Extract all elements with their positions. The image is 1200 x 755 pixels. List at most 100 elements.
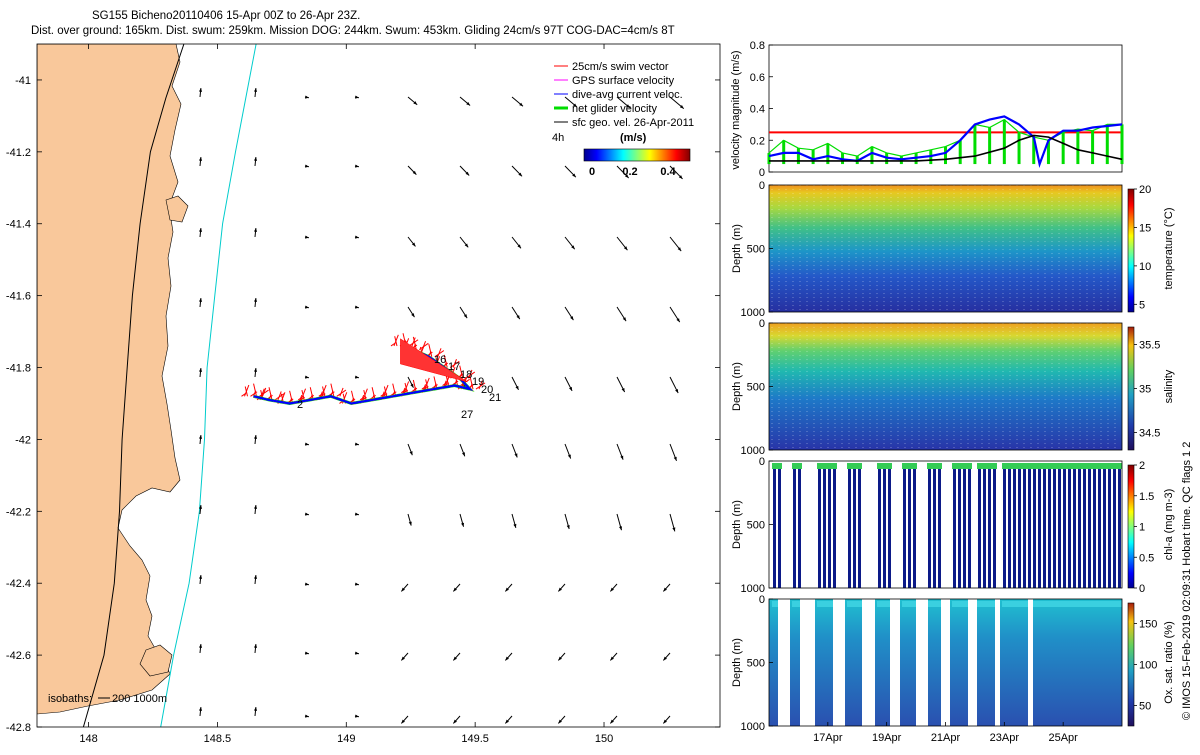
geo-velocity-arrow bbox=[564, 165, 577, 178]
profile-field bbox=[769, 323, 1122, 450]
geo-velocity-arrow bbox=[669, 236, 682, 252]
geo-velocity-arrow bbox=[253, 367, 258, 378]
map-y-tick-label-7: -42.4 bbox=[6, 578, 31, 590]
swim-vector bbox=[459, 365, 464, 379]
swim-vector bbox=[268, 387, 273, 400]
footer-note: © IMOS 15-Feb-2019 02:09:31 Hobart time.… bbox=[1181, 442, 1193, 720]
geo-velocity-arrow bbox=[198, 434, 203, 445]
figure-subtitle: Dist. over ground: 165km. Dist. swum: 25… bbox=[31, 25, 675, 37]
map-y-tick-label-3: -41.6 bbox=[6, 291, 31, 303]
colorbar-title: (m/s) bbox=[620, 132, 647, 144]
date-tick-label: 25Apr bbox=[1048, 732, 1078, 744]
geo-velocity-arrow bbox=[304, 164, 310, 168]
depth-tick-label: 1000 bbox=[741, 445, 765, 457]
geo-velocity-arrow bbox=[253, 643, 258, 654]
svg-text:16: 16 bbox=[434, 354, 446, 366]
geo-velocity-arrow bbox=[304, 582, 310, 586]
map-y-ticks: -41 -41.2 -41.4 -41.6 -41.8 -42 -42.2 -42.4 -42.… bbox=[6, 75, 720, 734]
profile-colorbar bbox=[1127, 602, 1135, 727]
geo-velocity-arrow bbox=[407, 306, 415, 318]
swim-vector bbox=[383, 386, 388, 397]
geo-velocity-arrow bbox=[253, 706, 258, 717]
depth-tick-label: 500 bbox=[747, 244, 765, 256]
geo-velocity-arrow bbox=[198, 227, 203, 238]
swim-vector bbox=[392, 383, 397, 397]
geo-velocity-arrow bbox=[557, 652, 566, 661]
geo-velocity-arrow bbox=[616, 306, 627, 322]
geo-velocity-arrow bbox=[616, 236, 628, 251]
geo-velocity-arrow bbox=[407, 96, 418, 106]
geo-velocity-arrow bbox=[354, 651, 360, 655]
swim-vector bbox=[469, 376, 474, 390]
map-x-tick-label-2: 149 bbox=[337, 733, 355, 745]
geo-velocity-arrow bbox=[304, 305, 310, 309]
colorbar-tick-label: 10 bbox=[1139, 261, 1151, 273]
profile-panel-oxygen-saturation: 0 500 1000 Depth (m) 50 100 150 Ox. sat. ratio … bbox=[731, 594, 1175, 744]
geo-velocity-arrow bbox=[459, 236, 469, 248]
profile-panel-salinity: 0 500 1000 Depth (m) 34.5 35 35.5 salinity bbox=[731, 318, 1175, 457]
geo-velocity-arrow bbox=[198, 367, 203, 378]
geo-velocity-arrow bbox=[198, 87, 203, 98]
swim-vector bbox=[262, 387, 267, 397]
geo-velocity-arrow bbox=[609, 715, 618, 724]
swim-vector bbox=[433, 376, 438, 390]
profile-panel-chl-a: 0 500 1000 Depth (m) 0 0.5 1 1.5 2 chl-a (mg m-3) bbox=[731, 456, 1175, 595]
svg-text:25cm/s swim vector: 25cm/s swim vector bbox=[572, 61, 669, 73]
swim-vector bbox=[394, 336, 398, 347]
geo-velocity-arrow bbox=[400, 583, 409, 592]
geo-velocity-arrow bbox=[557, 715, 566, 724]
geo-velocity-arrow bbox=[198, 643, 203, 654]
swim-vector bbox=[309, 387, 314, 400]
geo-velocity-arrow bbox=[459, 513, 465, 527]
glider-track bbox=[241, 333, 486, 406]
depth-tick-label: 0 bbox=[759, 318, 765, 330]
track-labels: 16 17 18 19 20 21 2 27 bbox=[297, 354, 501, 421]
svg-text:net glider velocity: net glider velocity bbox=[572, 103, 657, 115]
colorbar-tick-label: 20 bbox=[1139, 184, 1151, 196]
geo-velocity-arrow bbox=[198, 504, 203, 515]
map-y-tick-label-1: -41.2 bbox=[6, 147, 31, 159]
svg-text:GPS surface velocity: GPS surface velocity bbox=[572, 75, 675, 87]
legend-item-gps: GPS surface velocity bbox=[554, 75, 675, 87]
geo-velocity-arrow bbox=[253, 87, 258, 98]
colorbar-tick-label: 35 bbox=[1139, 384, 1151, 396]
geo-velocity-arrow bbox=[511, 376, 519, 391]
svg-text:17: 17 bbox=[448, 361, 460, 373]
geo-velocity-arrow bbox=[662, 652, 671, 661]
geo-velocity-arrow bbox=[511, 443, 518, 458]
colorbar-tick-label: 35.5 bbox=[1139, 340, 1160, 352]
velocity-tick-label-0: 0 bbox=[759, 167, 765, 179]
map-y-tick-label-8: -42.6 bbox=[6, 650, 31, 662]
colorbar-label: temperature (°C) bbox=[1163, 207, 1175, 289]
geo-velocity-arrow bbox=[564, 96, 578, 108]
map-y-tick-label-5: -42 bbox=[15, 434, 31, 446]
colorbar-tick-2: 0.4 bbox=[660, 166, 676, 178]
geo-velocity-arrow bbox=[459, 96, 471, 106]
geo-velocity-arrow bbox=[616, 96, 631, 109]
depth-tick-label: 500 bbox=[747, 520, 765, 532]
map-legend: 25cm/s swim vector GPS surface velocity … bbox=[552, 61, 694, 178]
geo-velocity-arrow bbox=[304, 651, 310, 655]
depth-tick-label: 1000 bbox=[741, 721, 765, 733]
swim-vector bbox=[277, 391, 282, 401]
velocity-tick-label-3: 0.6 bbox=[750, 72, 765, 84]
velocity-tick-label-2: 0.4 bbox=[750, 104, 765, 116]
map-y-tick-label-4: -41.8 bbox=[6, 363, 31, 375]
geo-velocity-arrow bbox=[616, 165, 630, 179]
geo-velocity-arrow bbox=[452, 715, 461, 724]
swim-vector bbox=[404, 382, 408, 393]
velocity-series-line bbox=[768, 118, 1122, 157]
profile-field bbox=[769, 185, 1122, 312]
profile-panel-temperature: 0 500 1000 Depth (m) 5 10 15 20 temperature (°C) bbox=[731, 180, 1175, 319]
colorbar-tick-1: 0.2 bbox=[622, 166, 637, 178]
geo-velocity-arrow bbox=[616, 443, 624, 460]
map-x-ticks: 148 148.5 149 149.5 150 bbox=[79, 44, 613, 745]
geo-velocity-arrow bbox=[452, 652, 461, 661]
geo-velocity-arrow bbox=[354, 375, 360, 379]
map-y-tick-label-2: -41.4 bbox=[6, 219, 31, 231]
swim-vector bbox=[425, 379, 429, 390]
swim-vector bbox=[330, 383, 335, 397]
swim-vector bbox=[428, 343, 433, 357]
velocity-ylabel: velocity magnitude (m/s) bbox=[730, 50, 742, 169]
